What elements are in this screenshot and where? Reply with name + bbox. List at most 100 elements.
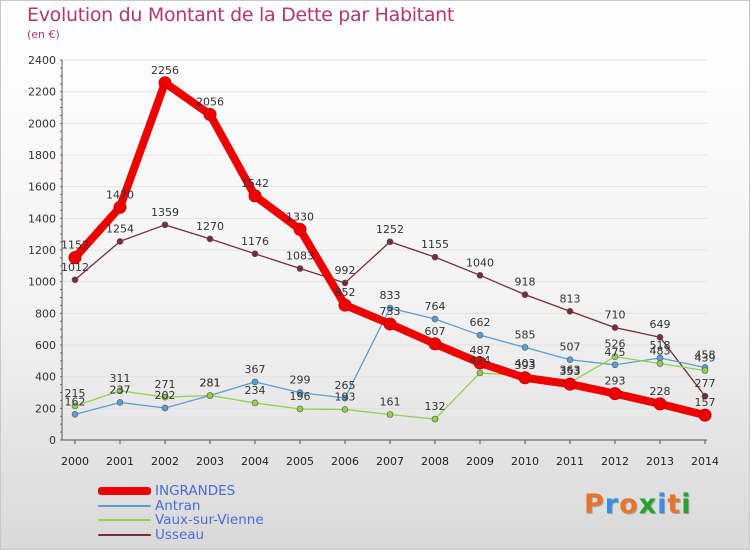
data-point bbox=[296, 265, 304, 272]
x-tick-label: 2002 bbox=[151, 455, 179, 468]
data-point bbox=[68, 251, 82, 265]
data-point bbox=[386, 238, 394, 246]
y-tick-label: 1200 bbox=[28, 244, 56, 257]
data-label: 299 bbox=[290, 374, 311, 387]
legend-item: Vaux-sur-Vienne bbox=[98, 513, 264, 528]
legend-label: Usseau bbox=[155, 526, 205, 543]
data-label: 918 bbox=[515, 276, 536, 289]
data-label: 526 bbox=[605, 338, 626, 351]
data-point bbox=[161, 221, 169, 229]
series-line-ingrandes bbox=[71, 78, 709, 420]
legend-swatch bbox=[98, 487, 151, 496]
data-point bbox=[206, 235, 214, 243]
data-label: 403 bbox=[515, 357, 536, 370]
data-point bbox=[71, 411, 79, 418]
data-point bbox=[566, 356, 574, 364]
data-label: 162 bbox=[65, 395, 86, 408]
data-point bbox=[431, 315, 439, 323]
data-label: 833 bbox=[380, 289, 401, 302]
data-point bbox=[608, 387, 622, 401]
data-point bbox=[113, 200, 127, 214]
data-point bbox=[428, 337, 442, 351]
data-point bbox=[521, 344, 529, 351]
x-tick-label: 2008 bbox=[421, 455, 449, 468]
data-point bbox=[386, 411, 394, 418]
data-label: 1470 bbox=[106, 188, 134, 201]
data-label: 311 bbox=[110, 372, 131, 385]
logo-letter: r bbox=[604, 489, 620, 520]
x-tick-label: 2007 bbox=[376, 455, 404, 468]
x-tick-label: 2011 bbox=[556, 455, 584, 468]
data-label: 1152 bbox=[61, 239, 89, 252]
data-point bbox=[656, 333, 664, 341]
data-point bbox=[611, 353, 619, 361]
x-tick-label: 2010 bbox=[511, 455, 539, 468]
logo-letter: i bbox=[681, 489, 692, 520]
y-tick-label: 2000 bbox=[28, 117, 56, 130]
data-label: 507 bbox=[560, 341, 581, 354]
data-label: 992 bbox=[335, 264, 356, 277]
data-label: 487 bbox=[470, 344, 491, 357]
data-label: 1176 bbox=[241, 235, 269, 248]
data-point bbox=[698, 408, 712, 422]
data-label: 281 bbox=[200, 377, 221, 390]
y-tick-label: 200 bbox=[35, 402, 56, 415]
data-point bbox=[296, 405, 304, 413]
x-tick-label: 2005 bbox=[286, 455, 314, 468]
data-label: 607 bbox=[425, 325, 446, 338]
legend-swatch bbox=[98, 533, 151, 536]
data-label: 475 bbox=[605, 346, 626, 359]
data-point bbox=[476, 369, 484, 377]
data-label: 1083 bbox=[286, 250, 314, 263]
data-label: 1270 bbox=[196, 220, 224, 233]
data-label: 1359 bbox=[151, 206, 179, 219]
data-label: 265 bbox=[335, 379, 356, 392]
x-tick-label: 2003 bbox=[196, 455, 224, 468]
x-tick-label: 2013 bbox=[646, 455, 674, 468]
data-label: 271 bbox=[155, 378, 176, 391]
data-point bbox=[563, 377, 577, 391]
data-point bbox=[158, 76, 172, 90]
data-label: 1155 bbox=[421, 238, 449, 251]
data-label: 439 bbox=[695, 351, 716, 364]
x-tick-label: 2014 bbox=[691, 455, 719, 468]
data-label: 458 bbox=[695, 348, 716, 361]
data-label: 228 bbox=[650, 385, 671, 398]
y-tick-label: 1000 bbox=[28, 276, 56, 289]
data-point bbox=[431, 415, 439, 423]
data-label: 234 bbox=[245, 384, 266, 397]
y-tick-label: 2200 bbox=[28, 86, 56, 99]
data-point bbox=[386, 304, 394, 312]
x-tick-label: 2000 bbox=[61, 455, 89, 468]
data-point bbox=[476, 272, 484, 279]
data-label: 193 bbox=[335, 390, 356, 403]
chart-subtitle: (en €) bbox=[27, 28, 60, 41]
data-point bbox=[296, 389, 304, 396]
data-label: 1252 bbox=[376, 223, 404, 236]
y-tick-label: 1400 bbox=[28, 212, 56, 225]
y-tick-label: 1800 bbox=[28, 149, 56, 162]
data-point bbox=[473, 356, 487, 370]
data-label: 363 bbox=[560, 364, 581, 377]
legend-item: Antran bbox=[98, 499, 264, 514]
data-label: 353 bbox=[560, 365, 581, 378]
data-point bbox=[161, 393, 169, 401]
data-point bbox=[431, 253, 439, 261]
data-label: 1040 bbox=[466, 256, 494, 269]
data-point bbox=[71, 276, 79, 284]
data-label: 157 bbox=[695, 396, 716, 409]
data-point bbox=[161, 404, 169, 412]
data-label: 293 bbox=[605, 375, 626, 388]
y-tick-label: 800 bbox=[35, 307, 56, 320]
data-point bbox=[341, 279, 349, 287]
logo-letter: P bbox=[584, 489, 605, 520]
data-label: 196 bbox=[290, 390, 311, 403]
data-label: 852 bbox=[335, 286, 356, 299]
data-label: 367 bbox=[245, 363, 266, 376]
data-label: 585 bbox=[515, 328, 536, 341]
data-label: 424 bbox=[470, 354, 491, 367]
logo-letter: i bbox=[657, 489, 668, 520]
data-point bbox=[701, 367, 709, 374]
data-label: 1542 bbox=[241, 177, 269, 190]
